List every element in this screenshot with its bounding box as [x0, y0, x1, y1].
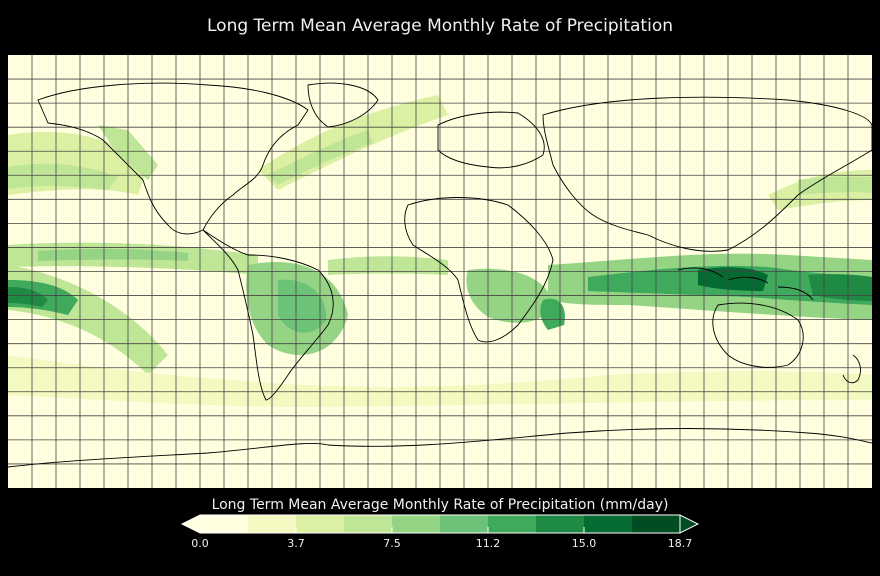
colorbar-max-arrow: [679, 514, 700, 534]
colorbar-cell: [440, 515, 489, 533]
coast-north-america: [37, 82, 309, 235]
colorbar-cell: [248, 515, 297, 533]
precip-itcz-pacific-core: [38, 248, 188, 261]
colorbar-cell: [632, 515, 681, 533]
colorbar-tick-label: 15.0: [571, 537, 597, 550]
precip-itcz-atlantic: [328, 256, 448, 275]
colorbar-cell: [344, 515, 393, 533]
colorbar-tick-label: 0.0: [191, 537, 209, 550]
precip-maritime-peak: [698, 267, 768, 291]
coastlines: [8, 82, 872, 468]
coast-south-america: [202, 229, 334, 401]
colorbar-min-arrow: [180, 514, 201, 534]
coast-africa: [404, 197, 554, 343]
precip-band-north-atlantic-core: [268, 130, 373, 185]
coast-indonesia: [677, 267, 814, 301]
colorbar-cell: [488, 515, 537, 533]
colorbar-tick-label: 7.5: [383, 537, 401, 550]
coast-australia: [712, 302, 804, 368]
graticule: [8, 55, 872, 488]
coast-greenland: [307, 82, 379, 128]
colorbar-tick-label: 3.7: [287, 537, 305, 550]
coast-antarctica: [8, 428, 872, 468]
colorbar-cell: [200, 515, 249, 533]
colorbar-cells: [200, 515, 681, 533]
colorbar-title: Long Term Mean Average Monthly Rate of P…: [211, 497, 669, 513]
precip-madagascar: [540, 298, 565, 330]
colorbar-tick-label: 18.7: [667, 537, 693, 550]
coast-europe: [437, 111, 545, 169]
precipitation-map: [8, 55, 872, 488]
colorbar-cell: [392, 515, 441, 533]
colorbar-frame: [199, 514, 681, 534]
colorbar: [180, 514, 700, 534]
precip-band-nw-pacific-core: [798, 176, 872, 195]
colorbar-cell: [296, 515, 345, 533]
map-title: Long Term Mean Average Monthly Rate of P…: [207, 16, 673, 36]
colorbar-tick-label: 11.2: [475, 537, 501, 550]
precip-central-pacific-core: [8, 287, 48, 307]
colorbar-cell: [536, 515, 585, 533]
coast-new-zealand: [842, 354, 861, 384]
coast-asia: [542, 96, 872, 252]
colorbar-cell: [584, 515, 633, 533]
precip-band-north-pacific-core: [8, 163, 118, 190]
